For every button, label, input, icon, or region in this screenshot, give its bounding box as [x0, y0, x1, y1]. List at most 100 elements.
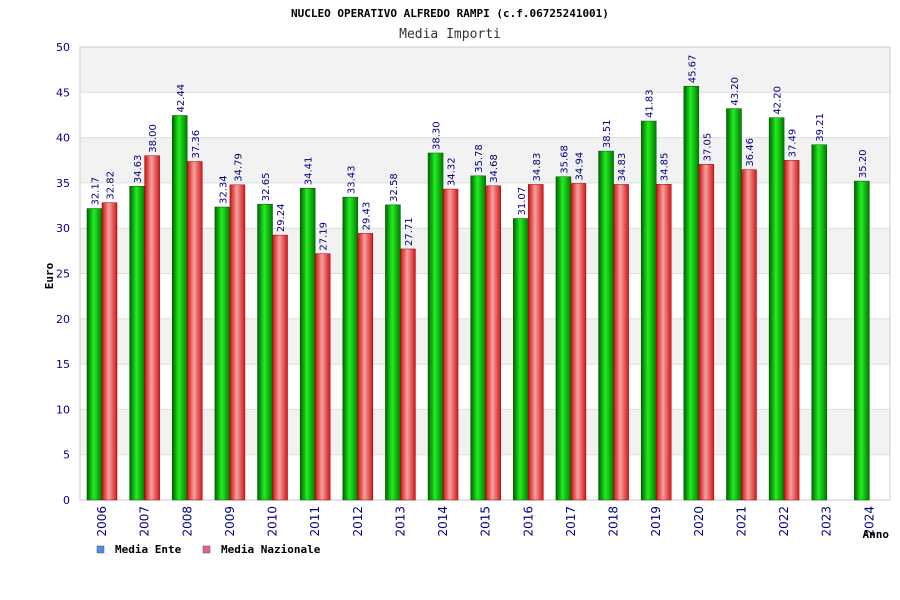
bar-media-nazionale-2013 [400, 248, 416, 501]
grid-band [80, 92, 890, 138]
chart-title: NUCLEO OPERATIVO ALFREDO RAMPI (c.f.0672… [291, 7, 609, 20]
data-label: 34.94 [574, 152, 585, 181]
data-label: 35.20 [858, 149, 869, 178]
bar-media-nazionale-2018 [613, 184, 629, 501]
data-label: 43.20 [730, 77, 741, 106]
bar-media-ente-2007 [129, 186, 145, 501]
legend-label-media-ente: Media Ente [115, 543, 182, 556]
data-label: 29.43 [361, 202, 372, 231]
chart-subtitle: Media Importi [399, 27, 501, 42]
x-tick-label: 2021 [734, 506, 748, 537]
bar-media-ente-2011 [299, 187, 316, 501]
y-tick-label: 5 [63, 449, 70, 462]
data-label: 33.43 [346, 165, 357, 194]
bar-media-ente-2020 [683, 85, 700, 501]
bar-media-ente-2018 [598, 150, 614, 501]
bar-media-nazionale-2020 [698, 164, 715, 501]
bar-media-nazionale-2007 [144, 155, 160, 501]
y-tick-label: 40 [56, 132, 70, 145]
data-label: 32.82 [106, 171, 117, 200]
bar-media-ente-2009 [214, 206, 231, 501]
data-label: 34.79 [233, 153, 244, 182]
x-tick-label: 2023 [820, 506, 834, 537]
x-tick-label: 2013 [393, 506, 407, 537]
legend-swatch-media-nazionale [202, 545, 211, 554]
bar-media-nazionale-2015 [485, 185, 501, 501]
bar-media-ente-2016 [513, 218, 529, 501]
bar-media-nazionale-2010 [272, 234, 288, 501]
x-tick-label: 2016 [521, 506, 535, 537]
data-label: 41.83 [645, 89, 656, 118]
y-tick-label: 45 [56, 86, 70, 99]
bar-media-ente-2006 [86, 208, 103, 501]
legend-label-media-nazionale: Media Nazionale [221, 543, 321, 556]
data-label: 42.20 [773, 86, 784, 115]
bar-media-nazionale-2012 [357, 233, 374, 501]
bar-media-ente-2017 [555, 176, 572, 501]
legend: Media Ente Media Nazionale [96, 543, 321, 556]
y-tick-label: 35 [56, 177, 70, 190]
data-label: 34.63 [133, 155, 144, 184]
data-label: 32.58 [389, 173, 400, 202]
y-axis-label: Euro [43, 262, 56, 289]
bars: 32.17 32.82 34.63 38.00 42.44 37.36 32.34 34.79… [86, 55, 870, 501]
data-label: 32.65 [261, 173, 272, 202]
bar-media-nazionale-2009 [229, 184, 246, 501]
data-label: 38.00 [148, 124, 159, 153]
x-tick-label: 2022 [777, 506, 791, 537]
data-label: 34.83 [617, 153, 628, 182]
data-label: 32.17 [91, 177, 102, 206]
data-label: 35.78 [474, 144, 485, 173]
data-label: 39.21 [815, 113, 826, 142]
data-label: 38.51 [602, 119, 613, 148]
x-tick-label: 2018 [607, 506, 621, 537]
x-tick-label: 2014 [436, 506, 450, 537]
data-label: 31.07 [517, 187, 528, 216]
bar-media-ente-2021 [726, 108, 742, 501]
bar-media-ente-2010 [257, 203, 273, 501]
x-axis-ticks: 2006 2007 2008 2009 2010 2011 2012 2013 2014 2015… [95, 506, 876, 537]
x-tick-label: 2010 [266, 506, 280, 537]
bar-media-ente-2008 [172, 115, 188, 501]
x-tick-label: 2011 [308, 506, 322, 537]
data-label: 42.44 [176, 84, 187, 113]
bar-media-ente-2012 [342, 196, 359, 501]
bar-media-ente-2015 [470, 175, 486, 501]
data-label: 38.30 [432, 121, 443, 150]
y-tick-label: 15 [56, 358, 70, 371]
y-tick-label: 25 [56, 268, 70, 281]
bar-media-ente-2014 [427, 152, 444, 501]
y-tick-label: 30 [56, 222, 70, 235]
data-label: 34.83 [532, 153, 543, 182]
x-tick-label: 2012 [351, 506, 365, 537]
data-label: 34.32 [447, 157, 458, 186]
bar-media-nazionale-2016 [528, 184, 544, 501]
bar-media-ente-2024 [854, 180, 870, 501]
x-tick-label: 2019 [649, 506, 663, 537]
data-label: 34.68 [489, 154, 500, 183]
data-label: 27.19 [319, 222, 330, 251]
data-label: 32.34 [218, 175, 229, 204]
x-tick-label: 2008 [180, 506, 194, 537]
x-tick-label: 2024 [862, 506, 876, 537]
x-tick-label: 2007 [138, 506, 152, 537]
bar-media-ente-2019 [640, 120, 657, 501]
bar-media-nazionale-2021 [741, 169, 757, 501]
x-tick-label: 2006 [95, 506, 109, 537]
data-label: 27.71 [404, 217, 415, 246]
data-label: 45.67 [687, 55, 698, 84]
x-tick-label: 2020 [692, 506, 706, 537]
legend-swatch-media-ente [96, 545, 105, 554]
bar-media-nazionale-2017 [570, 183, 587, 501]
x-tick-label: 2017 [564, 506, 578, 537]
data-label: 37.36 [191, 130, 202, 159]
data-label: 37.05 [702, 133, 713, 162]
bar-media-nazionale-2006 [101, 202, 118, 501]
x-axis-label: Anno [863, 528, 890, 541]
data-label: 35.68 [559, 145, 570, 174]
data-label: 34.85 [660, 153, 671, 182]
x-tick-label: 2015 [479, 506, 493, 537]
x-tick-label: 2009 [223, 506, 237, 537]
data-label: 29.24 [276, 203, 287, 232]
bar-media-ente-2013 [385, 204, 401, 501]
